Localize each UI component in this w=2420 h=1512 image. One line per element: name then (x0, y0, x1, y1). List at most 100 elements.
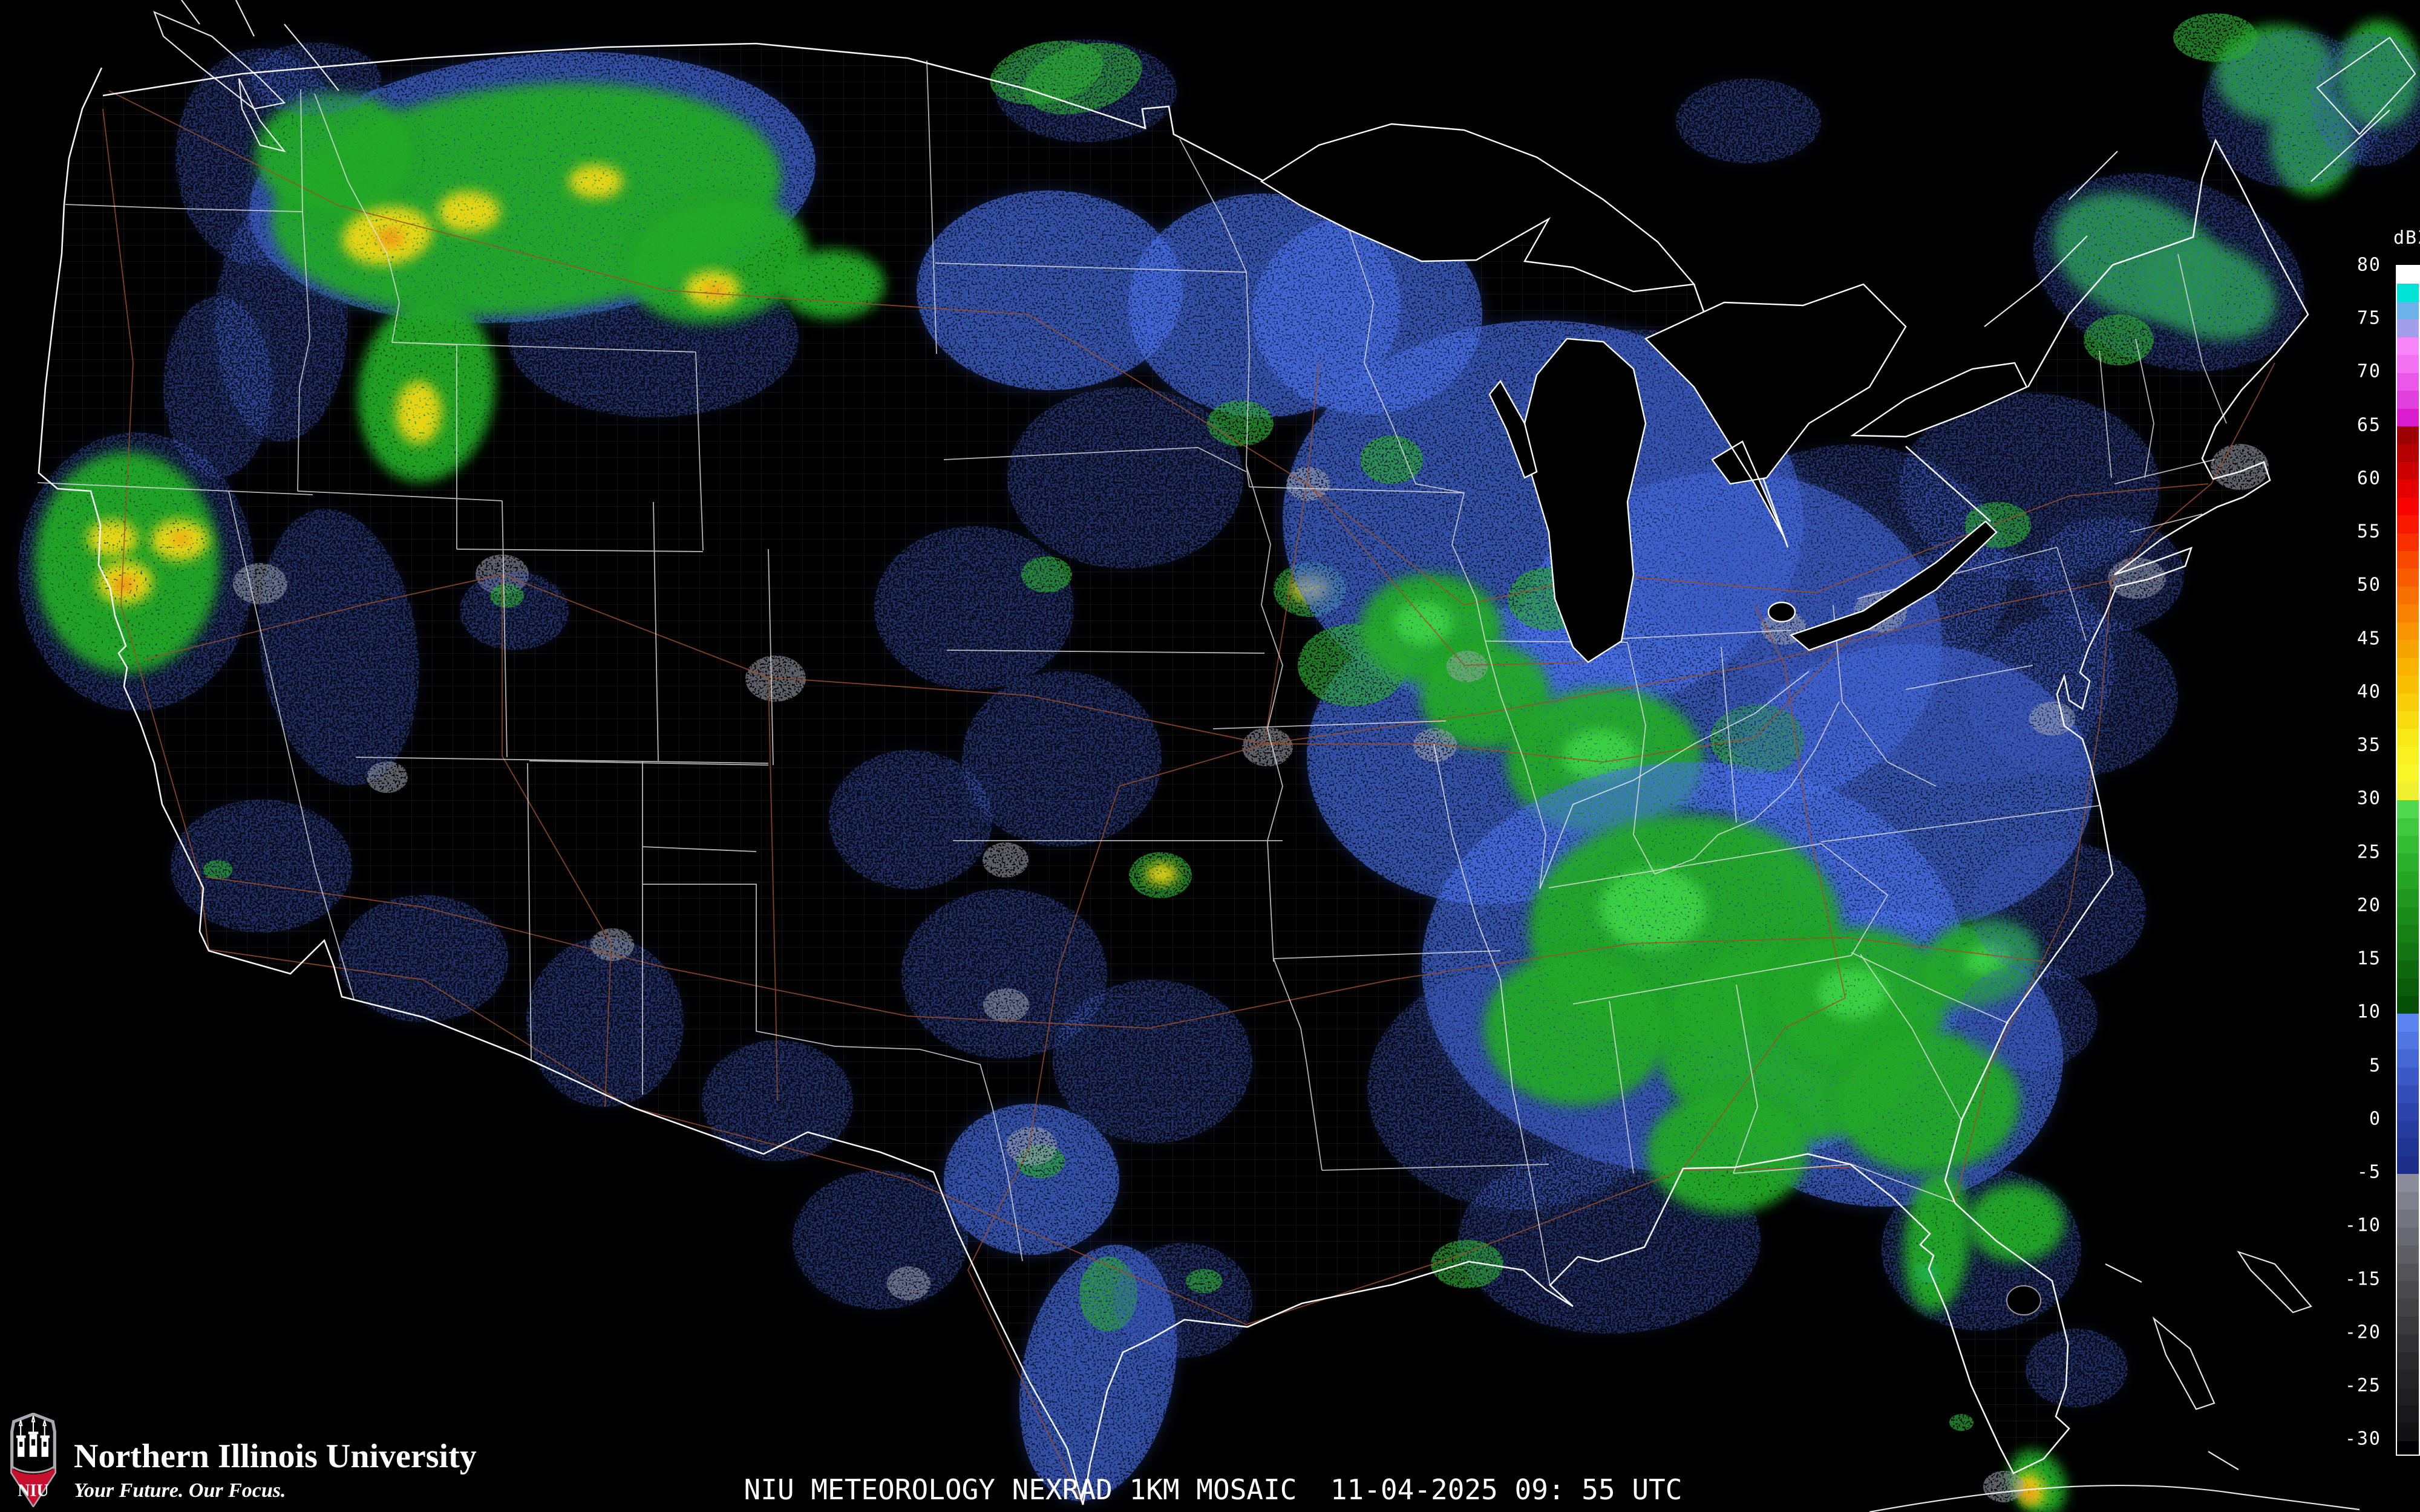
colorbar-segment (2397, 551, 2419, 569)
radar-echo-blueF (1715, 656, 1854, 771)
colorbar-tick-65: 65 (2356, 414, 2381, 436)
radar-echo-red (119, 582, 127, 588)
radar-echo-gray (233, 563, 287, 604)
castle-icon (16, 1415, 50, 1457)
colorbar-segment (2397, 1191, 2419, 1210)
niu-logo: NIU Northern Illinois University Your Fu… (8, 1413, 477, 1507)
radar-echo-green (1836, 1032, 2018, 1171)
colorbar-segment (2397, 391, 2419, 409)
colorbar-below-min-segment (2397, 1441, 2419, 1455)
state-border-lines (37, 60, 2227, 1286)
colorbar-segment (2397, 301, 2419, 320)
radar-echo-blueF (460, 572, 569, 650)
colorbar-segment (2397, 1085, 2419, 1103)
radar-echo-gray (2211, 444, 2269, 490)
colorbar-tick-5: 5 (2369, 1055, 2381, 1077)
radar-echo-blue (944, 1104, 1119, 1255)
colorbar-tick-80: 80 (2356, 254, 2381, 276)
colorbar-segment (2397, 657, 2419, 676)
colorbar-segment (2397, 729, 2419, 747)
colorbar-segment (2397, 569, 2419, 587)
radar-echo-yellow (1146, 863, 1177, 885)
niu-monogram: NIU (18, 1481, 48, 1500)
radar-echo-blueF (901, 889, 1107, 1058)
colorbar-segment (2397, 676, 2419, 694)
colorbar-segment (2397, 1280, 2419, 1299)
institution-tagline: Your Future. Our Focus. (74, 1479, 286, 1502)
colorbar-segment (2397, 871, 2419, 890)
radar-echo-blueF (163, 296, 272, 478)
colorbar-tick--15: -15 (2344, 1268, 2381, 1290)
radar-echo-greenS (990, 41, 1104, 105)
radar-echo-blue (917, 191, 1183, 390)
colorbar-segment (2397, 693, 2419, 711)
colorbar-segment (2397, 1014, 2419, 1032)
radar-echo-blueF (339, 895, 508, 1022)
castle-windows (19, 1439, 47, 1447)
radar-echo-orange (172, 533, 189, 545)
radar-echo-green2 (1563, 729, 1638, 783)
institution-name: Northern Illinois University (74, 1438, 477, 1475)
colorbar-tick-60: 60 (2356, 468, 2381, 489)
radar-echo-green (780, 251, 883, 318)
radar-echo-green2 (1600, 868, 1706, 948)
colorbar-tick-0: 0 (2369, 1108, 2381, 1130)
radar-echo-blueF (874, 526, 1074, 689)
radar-echo-greenS (490, 584, 524, 608)
colorbar-segment (2397, 426, 2419, 445)
colorbar-segment (2397, 355, 2419, 373)
radar-echo-greenS (2084, 314, 2154, 365)
colorbar-segment (2397, 1316, 2419, 1335)
colorbar-segment (2397, 461, 2419, 480)
radar-echo-yellow (396, 381, 442, 444)
radar-echo-blueF (1053, 980, 1252, 1143)
colorbar-segment (2397, 889, 2419, 907)
colorbar-segment (2397, 1263, 2419, 1281)
radar-echo-gray (1413, 728, 1457, 762)
radar-echo-greenS (1431, 1240, 1503, 1288)
radar-echo-greenS (1207, 400, 1274, 446)
radar-echo-gray (367, 761, 408, 793)
colorbar-segment (2397, 480, 2419, 498)
radar-echo-blueF (2025, 1329, 2128, 1407)
colorbar-segment (2397, 266, 2419, 284)
colorbar-segment (2397, 604, 2419, 622)
radar-echo-blueF (1676, 79, 1821, 163)
reflectivity-colorbar (2396, 265, 2420, 1456)
colorbar-segment (2397, 1067, 2419, 1086)
colorbar-tick-10: 10 (2356, 1001, 2381, 1023)
highway-lines (102, 90, 2275, 1505)
colorbar-segment (2397, 942, 2419, 961)
colorbar-segment (2397, 640, 2419, 658)
great-lakes (1260, 123, 2041, 1315)
radar-echo-blueF (962, 671, 1162, 847)
colorbar-segment (2397, 1138, 2419, 1156)
colorbar-segment (2397, 925, 2419, 943)
colorbar-segment (2397, 1227, 2419, 1246)
radar-echo-greenS (1298, 624, 1407, 706)
radar-echo-blueF (1113, 1243, 1252, 1358)
colorbar-segment (2397, 1121, 2419, 1139)
colorbar-tick-15: 15 (2356, 948, 2381, 969)
radar-echo-green (1485, 953, 1667, 1104)
colorbar-tick-labels: 80 75 70 65 60 55 50 45 40 35 30 25 20 15 10 5 0 -5 -10 -15… (2317, 255, 2390, 1453)
colorbar-segment (2397, 373, 2419, 391)
colorbar-segment (2397, 622, 2419, 640)
radar-echo-blueF (1966, 614, 2178, 777)
colorbar-segment (2397, 960, 2419, 979)
colorbar-tick-35: 35 (2356, 734, 2381, 756)
radar-echo-gray (2029, 702, 2075, 735)
radar-echo-orange (705, 284, 725, 297)
colorbar-segment (2397, 1334, 2419, 1352)
radar-echo-blueF (526, 937, 684, 1107)
colorbar-tick--20: -20 (2344, 1321, 2381, 1343)
radar-echo-greenS (203, 860, 232, 879)
colorbar-tick-25: 25 (2356, 841, 2381, 863)
colorbar-segment (2397, 746, 2419, 765)
colorbar-segment (2397, 800, 2419, 818)
colorbar-segment (2397, 818, 2419, 836)
radar-echo-gray (1242, 728, 1293, 766)
colorbar-segment (2397, 1156, 2419, 1175)
